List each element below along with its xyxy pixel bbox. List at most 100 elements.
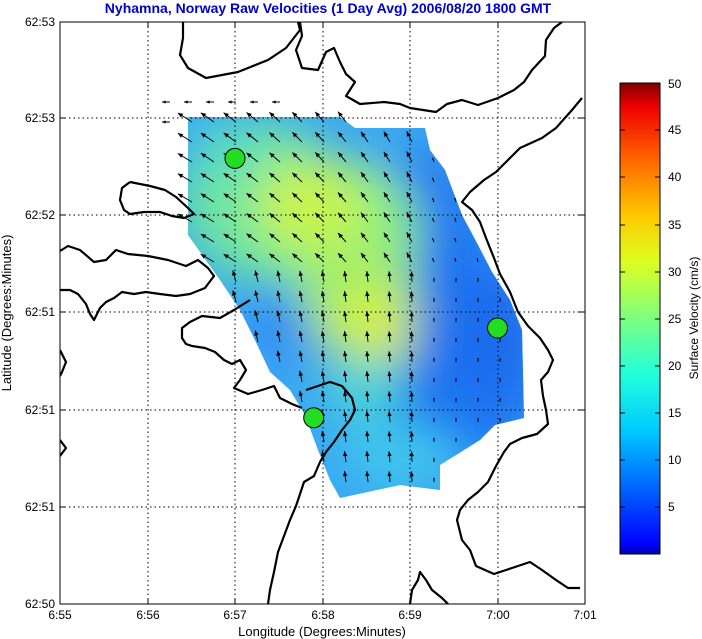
y-tick-label: 62:51 <box>25 500 55 514</box>
velocity-vector <box>320 270 326 283</box>
velocity-vector <box>455 317 457 322</box>
x-tick-label: 6:57 <box>223 608 247 622</box>
velocity-vectors <box>162 100 501 483</box>
y-tick-label: 62:51 <box>25 403 55 417</box>
velocity-vector <box>320 330 326 343</box>
velocity-vector <box>499 377 501 383</box>
velocity-vector <box>433 457 435 463</box>
velocity-vector <box>387 431 392 443</box>
velocity-vector <box>343 310 348 323</box>
colorbar-tick-labels: 5 10 15 20 25 30 35 40 45 50 <box>668 77 682 514</box>
velocity-vector <box>365 411 370 423</box>
velocity-vector <box>387 471 392 483</box>
velocity-vector <box>383 131 391 143</box>
velocity-vector <box>177 213 193 223</box>
y-tick-label: 62:50 <box>25 597 55 611</box>
velocity-vector <box>360 171 369 183</box>
velocity-vector <box>477 317 479 323</box>
velocity-vector <box>291 232 303 243</box>
velocity-vector <box>431 257 435 263</box>
velocity-vector <box>383 151 391 163</box>
velocity-vector <box>291 172 303 183</box>
velocity-vector <box>365 351 370 363</box>
x-tick-label: 6:58 <box>311 608 335 622</box>
velocity-vector <box>409 391 414 403</box>
velocity-vector <box>272 100 280 104</box>
velocity-vector <box>223 233 237 243</box>
velocity-vector <box>223 253 237 263</box>
velocity-vector <box>365 431 370 443</box>
velocity-vector <box>455 377 457 382</box>
velocity-vector <box>383 191 391 203</box>
colorbar-tick-label: 25 <box>668 312 682 326</box>
velocity-vector <box>477 397 479 403</box>
colorbar-tick-label: 40 <box>668 170 682 184</box>
colorbar-tick-label: 50 <box>668 77 682 91</box>
velocity-vector <box>298 330 303 343</box>
velocity-vector <box>298 390 303 403</box>
x-tick-label: 6:59 <box>398 608 422 622</box>
velocity-vector <box>223 213 237 223</box>
y-tick-label: 62:53 <box>25 15 55 29</box>
y-tick-label: 62:53 <box>25 111 55 125</box>
velocity-vector <box>383 171 391 183</box>
velocity-vector <box>177 152 193 163</box>
velocity-vector <box>409 431 414 443</box>
velocity-vector <box>291 192 303 203</box>
velocity-vector <box>409 331 414 343</box>
velocity-vector <box>455 277 457 282</box>
velocity-vector <box>409 451 414 463</box>
x-tick-label: 7:01 <box>573 608 597 622</box>
velocity-vector <box>269 152 281 163</box>
velocity-vector <box>409 471 414 483</box>
velocity-vector <box>433 317 435 323</box>
tick-marks <box>60 22 585 604</box>
velocity-vector <box>360 212 369 223</box>
velocity-vector <box>406 131 413 143</box>
velocity-vector <box>200 193 215 203</box>
velocity-vector <box>337 131 347 143</box>
velocity-vector <box>477 337 479 343</box>
velocity-vector <box>223 112 237 123</box>
colorbar-tick-label: 35 <box>668 218 682 232</box>
velocity-vector <box>200 233 215 243</box>
velocity-vector <box>406 171 413 183</box>
velocity-vector <box>406 191 413 203</box>
velocity-vector <box>343 430 348 443</box>
velocity-vector <box>499 337 501 343</box>
x-tick-label: 6:55 <box>48 608 72 622</box>
velocity-vector <box>455 337 457 342</box>
velocity-vector <box>246 112 259 123</box>
velocity-vector <box>206 100 214 104</box>
velocity-vector <box>162 120 170 124</box>
velocity-vector <box>314 192 325 203</box>
velocity-vector <box>454 237 457 243</box>
velocity-vector <box>337 252 347 263</box>
velocity-vector <box>254 290 259 303</box>
velocity-vector <box>314 212 325 223</box>
velocity-vector <box>387 451 392 463</box>
velocity-vector <box>246 132 259 143</box>
velocity-vector <box>433 377 435 383</box>
velocity-vector <box>291 212 303 223</box>
velocity-vector <box>433 297 435 303</box>
velocity-vector <box>276 290 281 303</box>
velocity-vector <box>343 450 348 463</box>
velocity-vector <box>343 290 348 303</box>
chart-title: Nyhamna, Norway Raw Velocities (1 Day Av… <box>105 0 552 16</box>
velocity-vector <box>337 232 347 243</box>
velocity-vector <box>320 310 326 323</box>
x-axis-label: Longitude (Degrees:Minutes) <box>238 624 406 639</box>
velocity-vector <box>223 193 237 203</box>
velocity-vector <box>387 351 392 363</box>
velocity-vector <box>499 417 501 423</box>
velocity-vector <box>177 132 193 143</box>
velocity-vector <box>409 371 414 383</box>
velocity-vector <box>365 331 370 343</box>
velocity-vector <box>365 391 370 403</box>
colorbar-tick-label: 20 <box>668 359 682 373</box>
velocity-vector <box>431 217 435 223</box>
velocity-vector <box>360 232 369 243</box>
velocity-vector <box>343 330 348 343</box>
velocity-vector <box>360 131 369 143</box>
